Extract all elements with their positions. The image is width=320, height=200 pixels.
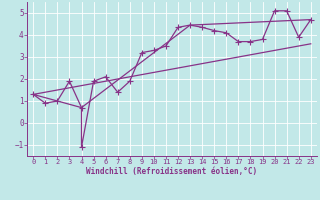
X-axis label: Windchill (Refroidissement éolien,°C): Windchill (Refroidissement éolien,°C) bbox=[86, 167, 258, 176]
